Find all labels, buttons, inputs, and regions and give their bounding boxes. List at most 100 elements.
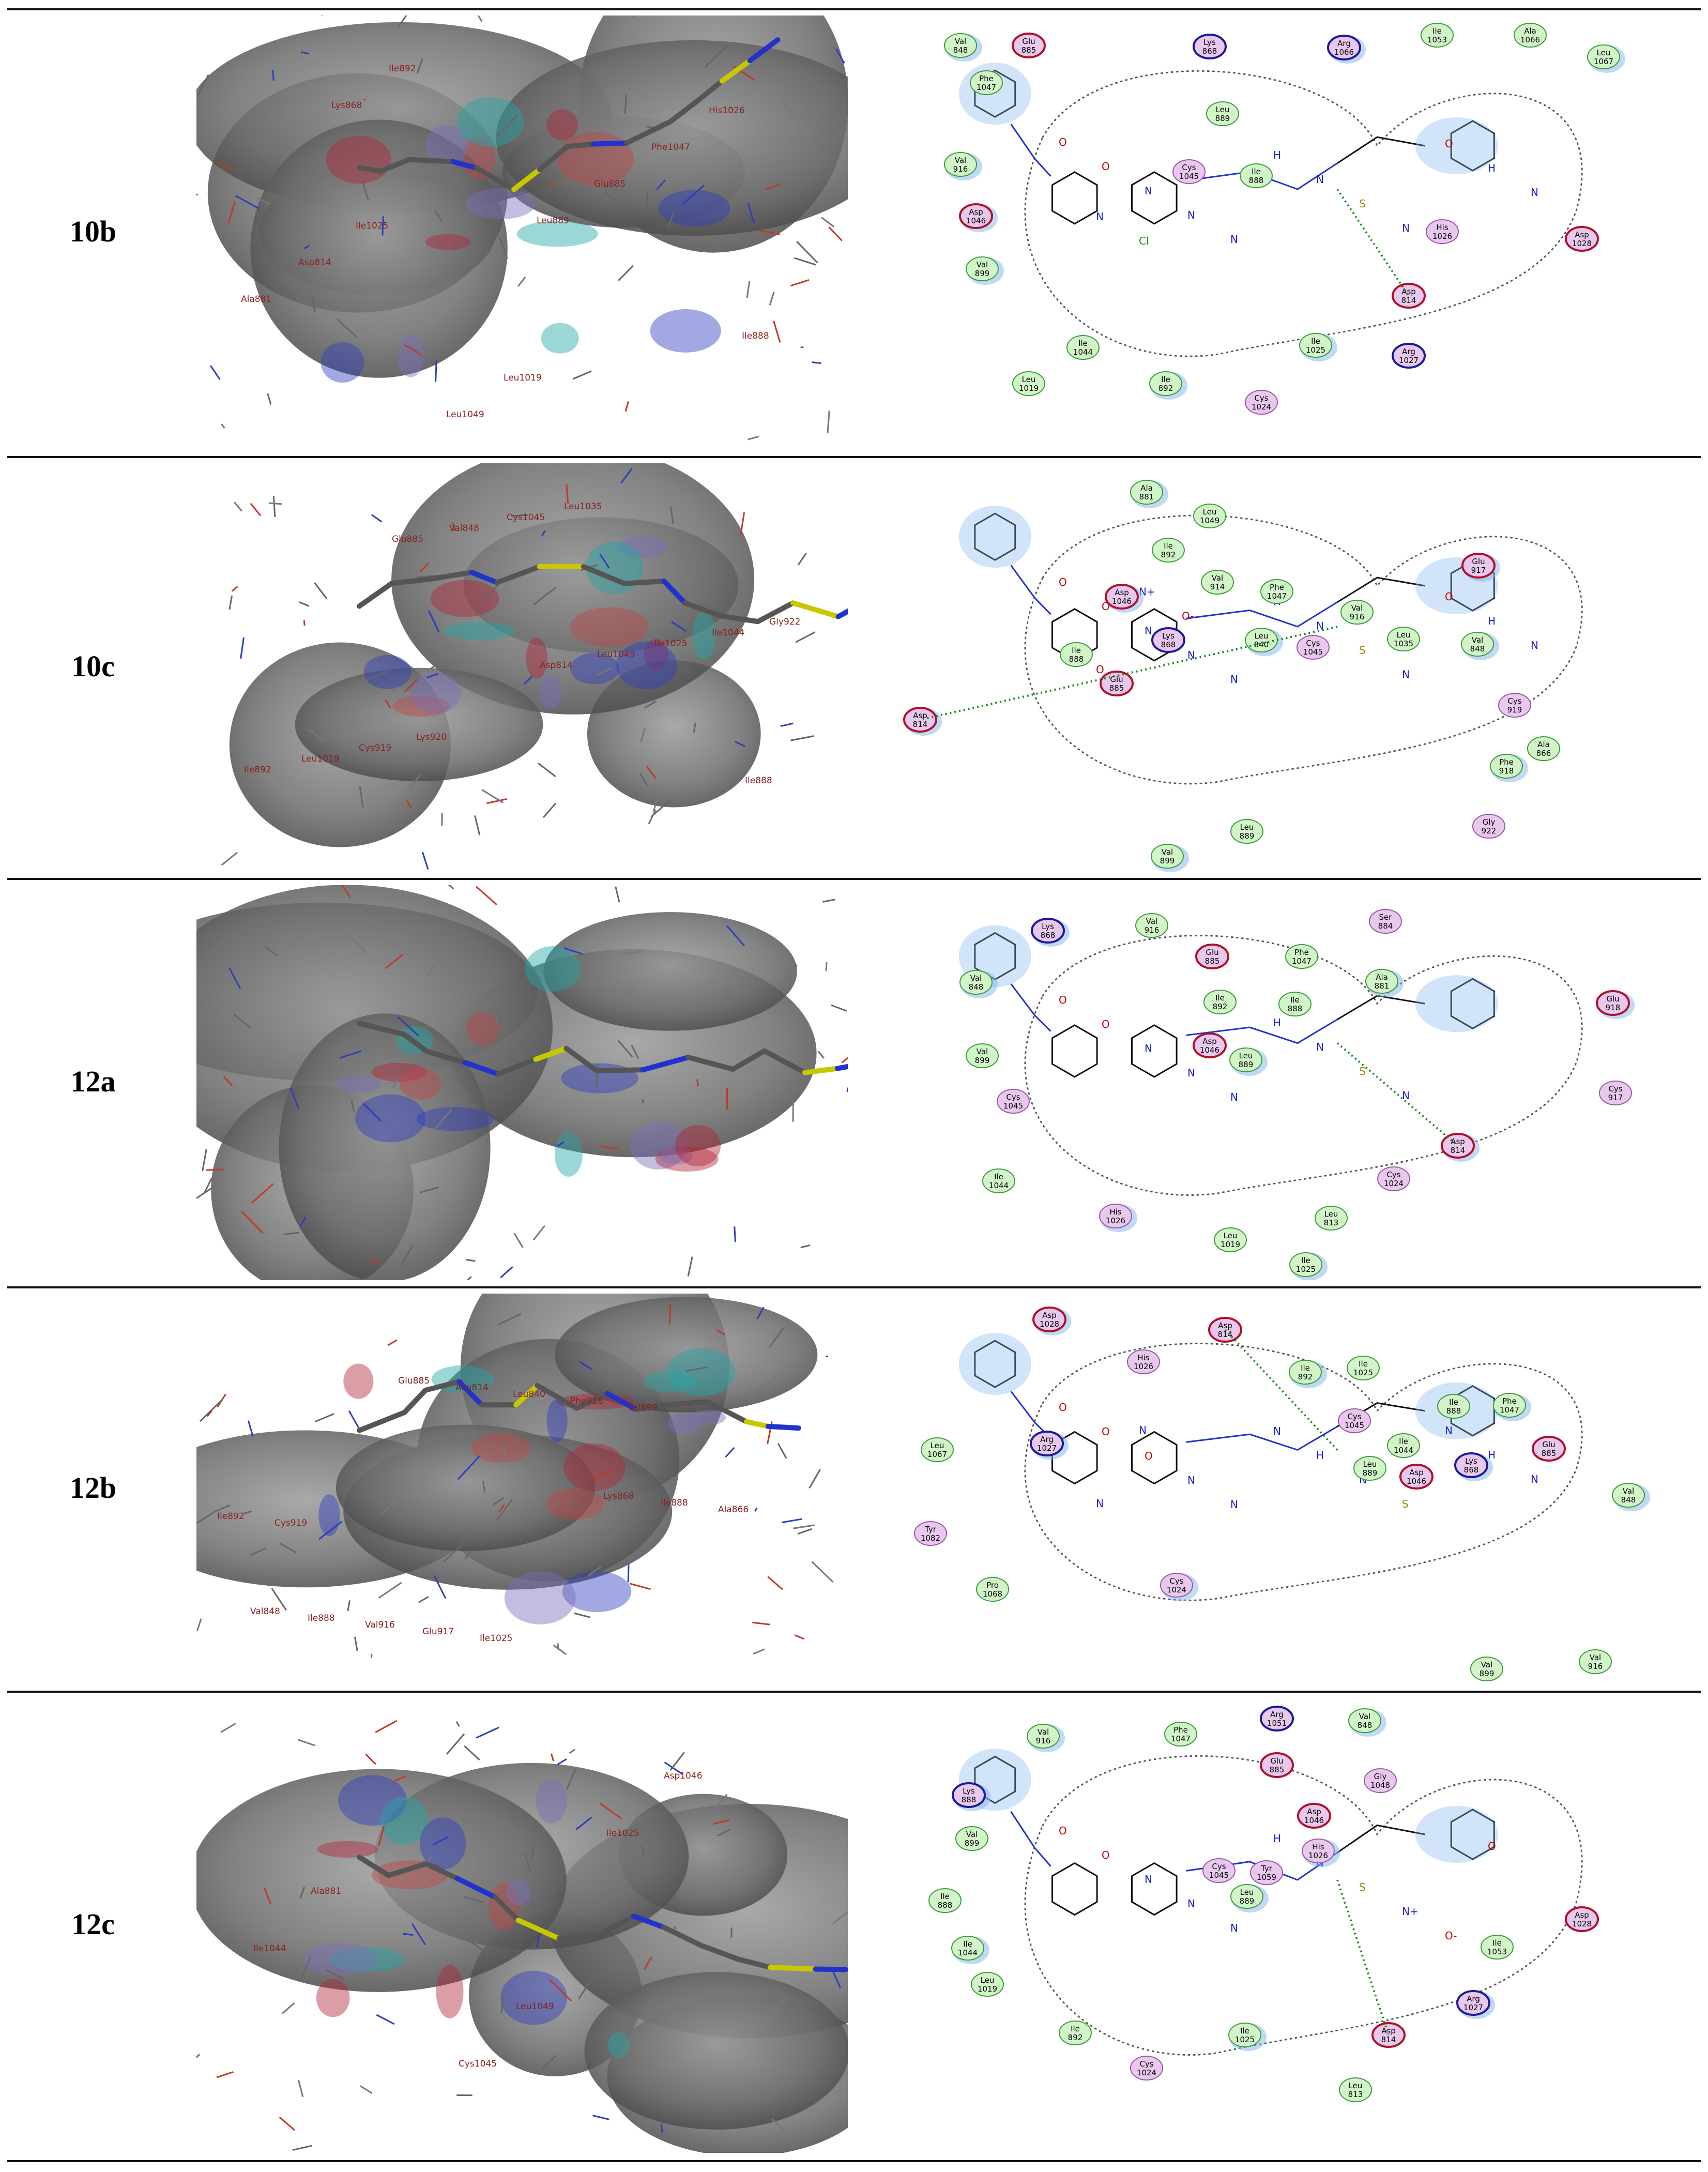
atom-label: N — [1145, 1873, 1152, 1886]
residue-number: 1028 — [1040, 1319, 1059, 1329]
residue-disc — [1461, 553, 1496, 579]
residue-name: Leu — [1240, 1888, 1254, 1897]
residue-stick — [652, 799, 658, 812]
residue-name: Val — [1038, 1727, 1049, 1737]
binding-pocket-contour — [1024, 70, 1583, 357]
render-residue-label: Leu840 — [513, 1389, 545, 1400]
residue-stick — [563, 947, 583, 955]
charge-patch — [316, 1979, 350, 2017]
residue-stick — [325, 1968, 346, 1981]
residue-disc — [1012, 371, 1045, 396]
residue-stick — [511, 514, 528, 517]
charge-patch — [570, 607, 649, 647]
residue-disc — [1260, 1706, 1294, 1731]
residue-stick — [644, 700, 657, 709]
residue-stick — [477, 16, 483, 22]
residue-stick — [542, 802, 557, 818]
residue-stick — [486, 798, 507, 804]
residue-name: Cys — [1507, 696, 1521, 706]
compound-label: 12b — [69, 1471, 117, 1505]
residue-number: 1035 — [1394, 639, 1413, 648]
residue-phe-1047: Phe1047 — [1260, 579, 1293, 604]
residue-stick — [620, 950, 642, 956]
residue-stick — [354, 1636, 358, 1651]
atom-label: O- — [1182, 610, 1194, 622]
residue-stick — [502, 1447, 509, 1461]
charge-patch — [500, 1970, 568, 2025]
residue-name: Val — [955, 156, 966, 165]
charge-patch — [321, 342, 364, 383]
residue-disc — [928, 1888, 962, 1913]
azo-linker — [1010, 565, 1051, 615]
atom-label: N — [1402, 1089, 1410, 1102]
ligand-bond — [790, 600, 841, 619]
residue-stick — [725, 1447, 735, 1458]
residue-number: 1051 — [1267, 1719, 1287, 1728]
residue-number: 1024 — [1252, 402, 1271, 412]
residue-phe-1047: Phe1047 — [970, 70, 1003, 95]
residue-asp-1046: Asp1046 — [1193, 1032, 1227, 1058]
residue-phe-1047: Phe1047 — [1493, 1393, 1531, 1421]
residue-stick — [300, 51, 310, 55]
residue-stick — [268, 502, 282, 505]
residue-name: Ile — [963, 1939, 972, 1949]
atom-label: N — [1187, 1474, 1195, 1486]
2d-interaction-diagram: OONNNHNSNOHNON+O-Ala881Leu1049Ile892Glu9… — [899, 463, 1696, 872]
residue-disc — [1493, 1393, 1526, 1418]
residue-phe-1047: Phe1047 — [1285, 944, 1318, 969]
charge-patch — [692, 611, 716, 660]
residue-stick — [434, 209, 443, 222]
residue-stick — [466, 1258, 476, 1262]
residue-stick — [794, 257, 816, 266]
residue-val-899: Val899 — [966, 256, 1004, 285]
ligand-bond — [696, 78, 725, 103]
hydrazone-linker — [1186, 162, 1338, 190]
residue-cys-1045: Cys1045 — [1172, 159, 1206, 184]
residue-stick — [308, 728, 326, 742]
residue-stick — [809, 1469, 821, 1489]
residue-disc — [1151, 627, 1185, 653]
residue-disc — [1392, 343, 1426, 369]
ligand-bond — [425, 570, 475, 582]
residue-name: Phe — [1173, 1725, 1188, 1735]
residue-name: Lys — [1162, 631, 1175, 641]
ligand-bond — [513, 1383, 540, 1408]
residue-number: 1047 — [1500, 1405, 1519, 1415]
residue-stick — [671, 621, 687, 632]
azo-linker — [1010, 983, 1051, 1032]
residue-stick — [271, 1588, 287, 1611]
residue-stick — [384, 699, 392, 709]
residue-name: Ile — [1071, 2024, 1080, 2033]
residue-glu-917: Glu917 — [1461, 553, 1500, 582]
residue-disc — [1596, 990, 1630, 1016]
residue-number: 848 — [1358, 1721, 1372, 1730]
residue-val-848: Val848 — [1612, 1483, 1650, 1511]
residue-stick — [664, 1761, 683, 1775]
residue-stick — [591, 1468, 614, 1480]
residue-stick — [299, 1887, 306, 1900]
residue-stick — [371, 514, 383, 523]
residue-stick — [693, 722, 696, 733]
residue-name: Asp — [1451, 1137, 1465, 1146]
residue-name: Val — [1481, 1660, 1492, 1669]
render-residue-label: Asp814 — [298, 257, 331, 268]
residue-disc — [952, 1782, 986, 1808]
residue-disc — [1461, 632, 1494, 657]
residue-disc — [1130, 2056, 1163, 2080]
render-residue-label: Ile888 — [308, 1613, 335, 1623]
ligand-bond — [661, 1399, 710, 1408]
residue-number: 868 — [1161, 640, 1176, 649]
pyranone-ring — [1131, 171, 1178, 225]
atom-label: H — [1488, 1449, 1496, 1461]
residue-stick — [769, 292, 775, 306]
ligand-bond — [730, 1048, 767, 1072]
ligand-bond — [581, 564, 627, 586]
atom-label: N — [1139, 1424, 1147, 1436]
residue-disc — [1099, 1204, 1132, 1228]
residue-stick — [300, 1217, 307, 1227]
charge-patch — [318, 1494, 340, 1537]
ligand-bond — [515, 1918, 562, 1941]
residue-disc — [944, 152, 977, 177]
solvent-exposure-halo — [958, 1333, 1031, 1395]
